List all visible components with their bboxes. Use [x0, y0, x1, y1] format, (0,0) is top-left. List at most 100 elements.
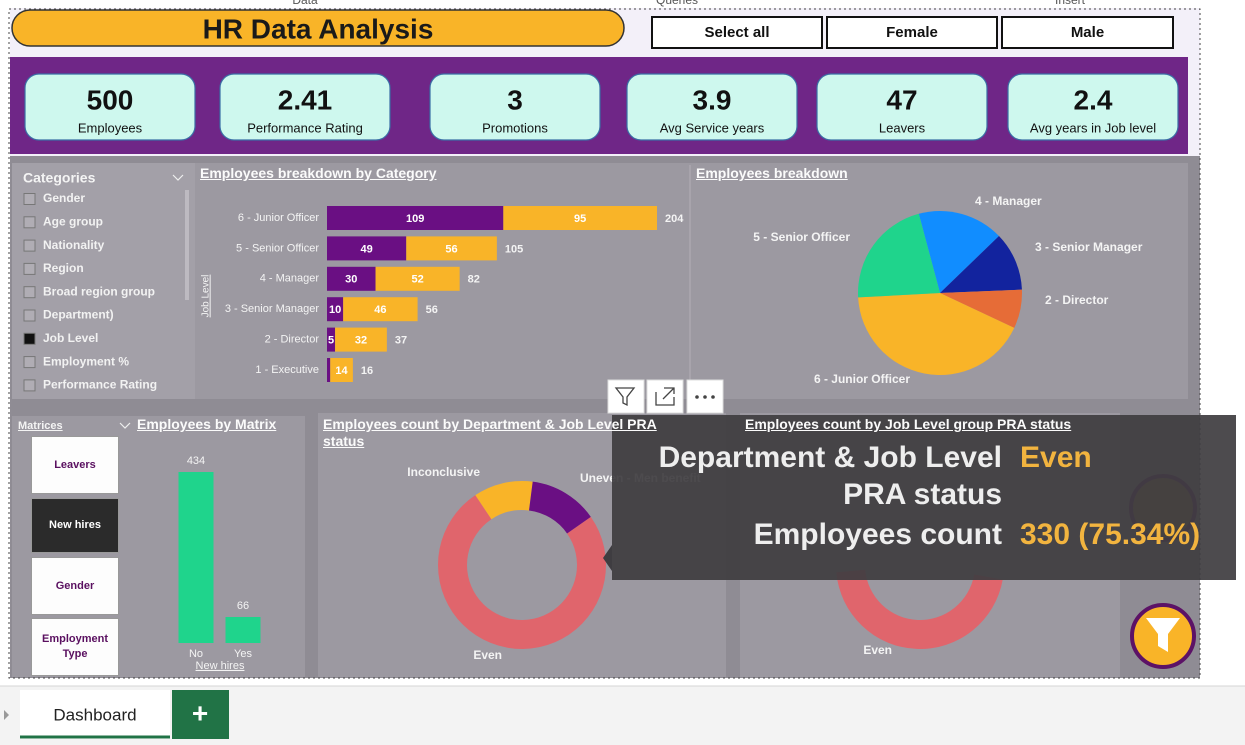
checkbox[interactable]: [23, 193, 36, 205]
bar-segment: [375, 266, 460, 291]
chart-title: Employees count by Department & Job Leve…: [323, 416, 657, 449]
checkbox[interactable]: [23, 286, 36, 299]
data-label: 32: [355, 335, 367, 347]
matrix-button[interactable]: Leavers: [31, 436, 119, 494]
slice-label: Even: [473, 648, 502, 662]
data-label: 52: [411, 274, 423, 286]
y-tick-label: 2 - Director: [265, 334, 320, 346]
x-tick-label: Yes: [234, 648, 252, 660]
data-label: 66: [237, 600, 249, 612]
scroll-arrow: [4, 710, 9, 720]
slicer-item[interactable]: Job Level: [43, 331, 98, 345]
tooltip: [612, 415, 1236, 580]
total-label: 37: [395, 335, 407, 347]
add-sheet-label[interactable]: +: [192, 697, 208, 728]
chart-title: Employees count by Job Level group PRA s…: [745, 416, 1072, 432]
y-tick-label: 5 - Senior Officer: [236, 242, 319, 254]
slicer-item[interactable]: Region: [43, 261, 84, 275]
bar-segment: [327, 266, 376, 291]
sheet-tab[interactable]: [20, 690, 170, 739]
total-label: 82: [468, 274, 480, 286]
bar-segment: [335, 327, 387, 352]
kpi-label: Avg Service years: [660, 120, 765, 135]
data-label: 95: [574, 213, 586, 225]
toolbar-button[interactable]: [607, 379, 645, 414]
pie-slice: [918, 211, 999, 293]
tooltip-value: Even: [1020, 441, 1092, 474]
checkbox[interactable]: [23, 239, 36, 252]
slice-label: 5 - Senior Officer: [753, 230, 850, 244]
y-tick-label: 4 - Manager: [260, 273, 320, 285]
filter-button[interactable]: Female: [826, 16, 998, 49]
y-tick-label: 6 - Junior Officer: [238, 212, 319, 224]
bar-segment: [503, 206, 657, 230]
slice-label: 3 - Senior Manager: [1035, 240, 1143, 254]
pie-slice: [858, 293, 1015, 376]
total-label: 56: [426, 304, 438, 316]
checkbox[interactable]: [23, 379, 36, 392]
matrix-button[interactable]: Employment Type: [31, 618, 119, 676]
checkbox[interactable]: [23, 216, 36, 229]
focus-icon: [655, 387, 675, 406]
tooltip-pointer: [603, 545, 612, 571]
tooltip-label: Department & Job Level PRA status: [658, 441, 1002, 511]
chart-title: Employees breakdown by Category: [200, 165, 437, 181]
slicer-title: Matrices: [18, 420, 63, 432]
axis-title: New hires: [196, 660, 245, 672]
slice-label: 2 - Director: [1045, 293, 1109, 307]
kpi-label: Promotions: [482, 120, 548, 135]
kpi-value: 3: [507, 84, 523, 115]
bar-segment: [327, 358, 331, 382]
slicer-item[interactable]: Nationality: [43, 238, 105, 252]
bar-segment: [327, 327, 336, 352]
filter-button[interactable]: Select all: [651, 16, 823, 49]
slice-label: Inconclusive: [407, 465, 480, 479]
total-label: 204: [665, 213, 684, 225]
kpi-label: Employees: [78, 120, 143, 135]
data-label: 49: [361, 243, 373, 255]
sheet-tab-label[interactable]: Dashboard: [53, 705, 136, 724]
slicer-item[interactable]: Age group: [43, 214, 103, 228]
bar-segment: [327, 297, 344, 322]
kpi-card: [429, 73, 601, 141]
bar-segment: [330, 358, 353, 382]
pie-slice: [940, 289, 1022, 328]
slice-label: 6 - Junior Officer: [814, 372, 910, 386]
bar: [225, 616, 261, 643]
matrix-button[interactable]: New hires: [31, 498, 119, 553]
slicer-item[interactable]: Department): [43, 308, 114, 322]
more-icon: [703, 395, 707, 399]
bar-segment: [406, 236, 497, 261]
checkbox[interactable]: [23, 309, 36, 322]
data-label: 30: [345, 274, 357, 286]
bar-segment: [343, 297, 418, 322]
slicer-item[interactable]: Employment %: [43, 354, 129, 368]
chevron: [172, 174, 184, 181]
checkbox[interactable]: [23, 262, 36, 275]
bar: [178, 472, 214, 643]
filter-button[interactable]: Male: [1001, 16, 1174, 49]
slice-label: Even: [863, 643, 892, 657]
donut-slice: [475, 481, 533, 520]
scrollbar: [185, 190, 189, 300]
checkbox[interactable]: [23, 356, 36, 369]
chevron: [119, 422, 131, 429]
slicer-title: Categories: [23, 170, 96, 186]
kpi-card: [816, 73, 988, 141]
data-label: 56: [445, 243, 457, 255]
bar-segment: [327, 206, 504, 230]
add-sheet-button[interactable]: [172, 690, 229, 739]
matrix-button[interactable]: Gender: [31, 557, 119, 615]
title-pill: [11, 9, 625, 47]
slicer-item[interactable]: Performance Rating: [43, 378, 157, 392]
axis-title: Job Level: [201, 275, 212, 318]
data-label: 5: [328, 335, 334, 347]
slicer-panel: [12, 163, 195, 399]
slicer-item[interactable]: Gender: [43, 191, 85, 205]
checkbox[interactable]: [23, 332, 36, 345]
kpi-card: [1007, 73, 1179, 141]
slice-label: 4 - Manager: [975, 194, 1042, 208]
dashboard-title: HR Data Analysis: [203, 13, 434, 44]
slicer-item[interactable]: Broad region group: [43, 284, 155, 298]
tooltip-value: 330 (75.34%): [1020, 518, 1201, 551]
